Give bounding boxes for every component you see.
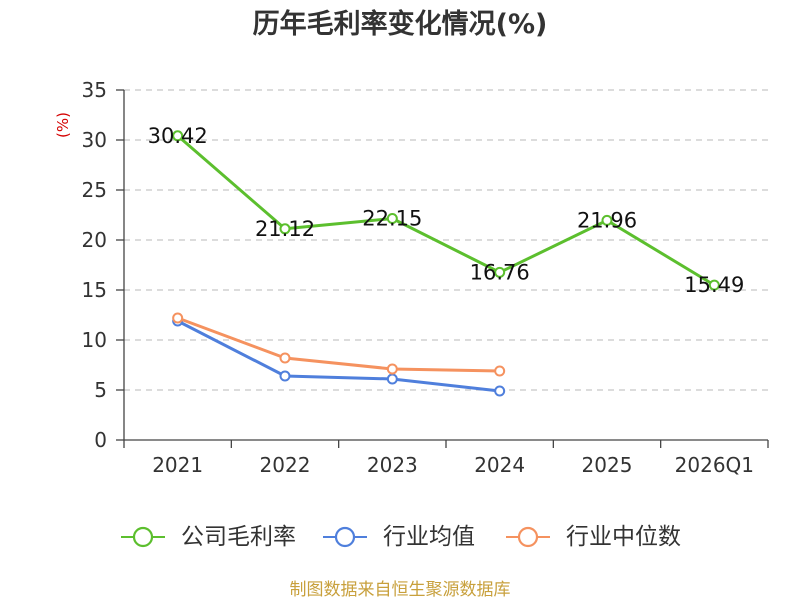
series-line-industry-average	[176, 319, 502, 393]
data-label-company-gross-margin: 15.49	[684, 273, 744, 297]
legend-label: 行业均值	[383, 524, 475, 550]
legend-circle	[132, 526, 154, 548]
y-tick-label: 5	[94, 378, 107, 402]
data-point-company-gross-margin	[172, 130, 184, 142]
y-tick-label: 15	[82, 278, 107, 302]
data-label-company-gross-margin: 30.42	[148, 124, 208, 148]
data-point-industry-average	[386, 373, 398, 385]
legend-item-industry-average[interactable]: 行业均值	[323, 524, 475, 550]
data-point-industry-median	[386, 363, 398, 375]
y-tick-label: 20	[82, 228, 107, 252]
data-point-industry-average	[494, 385, 506, 397]
x-tick-label: 2025	[582, 453, 633, 477]
series-line-company-gross-margin	[176, 134, 716, 287]
legend-line-circle-icon	[323, 526, 367, 548]
data-point-company-gross-margin	[601, 214, 613, 226]
source-footer: 制图数据来自恒生聚源数据库	[290, 580, 511, 600]
y-tick-label: 25	[82, 178, 107, 202]
data-point-industry-median	[279, 352, 291, 364]
data-label-company-gross-margin: 21.12	[255, 217, 315, 241]
data-point-industry-median	[494, 365, 506, 377]
y-axis-label: (%)	[54, 112, 72, 138]
y-tick-label: 10	[82, 328, 107, 352]
x-tick-label: 2021	[152, 453, 203, 477]
legend-line-circle-icon	[506, 526, 550, 548]
series-lines	[172, 130, 720, 397]
series-line-industry-median	[176, 316, 502, 373]
grid-lines	[124, 89, 768, 391]
data-point-industry-average	[279, 370, 291, 382]
legend: 公司毛利率 行业均值 行业中位数	[121, 524, 681, 550]
x-tick-label: 2022	[260, 453, 311, 477]
y-tick-label: 0	[94, 428, 107, 452]
legend-item-company-gross-margin[interactable]: 公司毛利率	[121, 524, 296, 550]
data-label-company-gross-margin: 21.96	[577, 208, 637, 232]
legend-label: 行业中位数	[566, 524, 681, 550]
x-tick-label: 2024	[474, 453, 525, 477]
legend-line-circle-icon	[121, 526, 165, 548]
data-point-company-gross-margin	[386, 213, 398, 224]
data-point-company-gross-margin	[708, 279, 720, 291]
chart-title: 历年毛利率变化情况(%)	[253, 8, 548, 40]
x-tick-label: 2023	[367, 453, 418, 477]
legend-circle	[517, 526, 539, 548]
data-label-company-gross-margin: 16.76	[470, 260, 530, 284]
legend-circle	[334, 526, 356, 548]
legend-label: 公司毛利率	[181, 524, 296, 550]
data-labels: 30.42 21.12 22.15 16.76 21.96 15.49	[148, 124, 745, 297]
legend-item-industry-median[interactable]: 行业中位数	[506, 524, 681, 550]
y-tick-label: 30	[82, 128, 107, 152]
data-label-company-gross-margin: 22.15	[362, 207, 422, 231]
data-point-company-gross-margin	[279, 223, 291, 235]
data-point-company-gross-margin	[494, 266, 506, 278]
y-tick-label: 35	[82, 78, 107, 102]
x-tick-label: 2026Q1	[675, 453, 754, 477]
data-point-industry-median	[172, 312, 184, 324]
